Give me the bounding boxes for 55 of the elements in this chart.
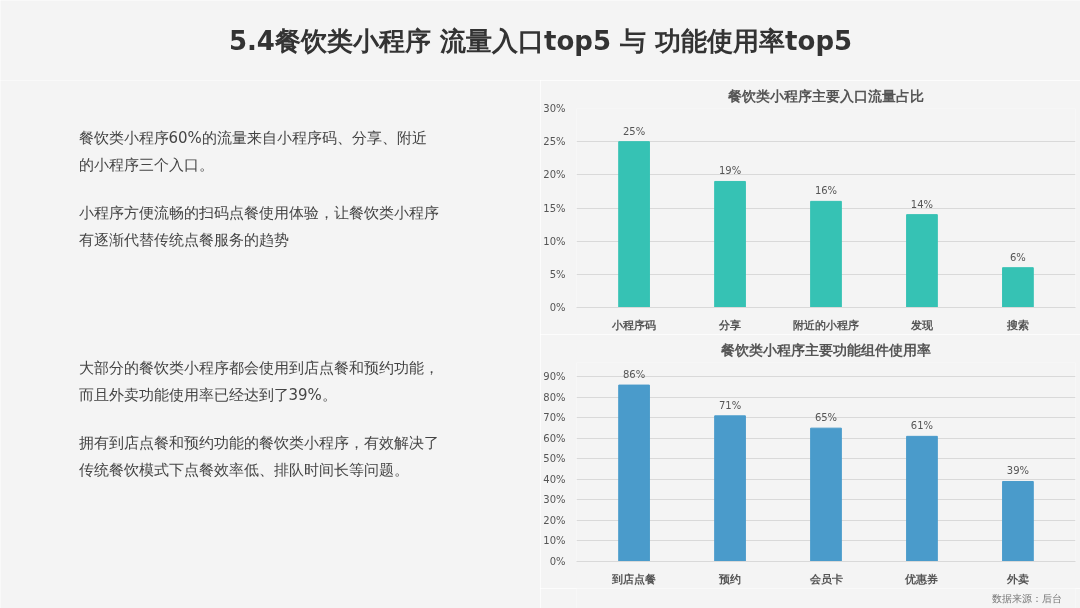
bar <box>906 435 938 562</box>
data-label: 86% <box>622 369 646 381</box>
y-tick-label: 30% <box>543 103 566 114</box>
data-label: 14% <box>910 198 934 210</box>
x-tick-label: 分享 <box>718 318 742 332</box>
y-tick-label: 30% <box>543 494 566 506</box>
x-tick-label: 优惠券 <box>904 572 940 586</box>
data-label: 19% <box>718 165 742 177</box>
x-tick-label: 会员卡 <box>808 572 843 586</box>
y-tick-label: 80% <box>543 391 566 403</box>
bar <box>618 384 650 562</box>
data-label: 65% <box>814 412 838 424</box>
bar <box>810 427 842 562</box>
y-tick-label: 90% <box>543 371 566 383</box>
y-tick-label: 60% <box>543 432 566 444</box>
bar <box>714 180 746 308</box>
y-tick-label: 5% <box>549 268 566 280</box>
y-tick-label: 40% <box>543 473 566 485</box>
y-tick-label: 10% <box>543 235 566 247</box>
x-tick-label: 预约 <box>718 572 742 586</box>
data-label: 39% <box>1006 465 1030 477</box>
data-label: 61% <box>910 420 934 432</box>
chart-title: 餐饮类小程序主要入口流量占比 <box>727 87 924 104</box>
x-tick-label: 小程序码 <box>611 318 657 332</box>
bar <box>714 415 746 562</box>
x-tick-label: 发现 <box>909 318 934 332</box>
x-tick-label: 外卖 <box>1005 572 1029 586</box>
bar <box>1002 267 1034 308</box>
data-label: 71% <box>718 399 742 411</box>
y-tick-label: 70% <box>543 412 566 424</box>
y-tick-label: 20% <box>543 514 566 526</box>
text: 小程序方便流畅的扫码点餐使用体验，让餐饮类小程序有逐渐代替传统点餐服务的趋势 <box>78 203 439 249</box>
y-tick-label: 0% <box>549 556 566 567</box>
x-tick-label: 搜索 <box>1005 318 1029 332</box>
y-tick-label: 25% <box>543 136 566 148</box>
y-tick-label: 15% <box>543 202 566 214</box>
y-tick-label: 50% <box>543 453 566 465</box>
data-label: 16% <box>814 185 838 197</box>
data-label: 25% <box>622 125 646 137</box>
x-tick-label: 附近的小程序 <box>793 318 859 332</box>
y-tick-label: 20% <box>543 169 566 181</box>
chart-title: 餐饮类小程序主要功能组件使用率 <box>720 341 931 358</box>
bar <box>618 141 650 308</box>
bar <box>1002 480 1034 562</box>
x-tick-label: 到店点餐 <box>611 572 657 586</box>
text: 拥有到店点餐和预约功能的餐饮类小程序，有效解决了传统餐饮模式下点餐效率低、排队时间长等问题。 <box>78 433 439 479</box>
text: 餐饮类小程序60%的流量来自小程序码、分享、附近的小程序三个入口。 <box>78 128 427 174</box>
bar <box>906 214 938 308</box>
text: 大部分的餐饮类小程序都会使用到店点餐和预约功能，而且外卖功能使用率已经达到了39%。 <box>78 358 439 404</box>
source-note: 数据来源：后台 <box>991 593 1062 604</box>
text: 5.4餐饮类小程序 流量入口top5 与 功能使用率top5 <box>228 25 853 56</box>
y-tick-label: 10% <box>543 535 566 547</box>
data-label: 6% <box>1009 251 1026 263</box>
y-tick-label: 0% <box>549 302 566 313</box>
bar <box>810 200 842 308</box>
